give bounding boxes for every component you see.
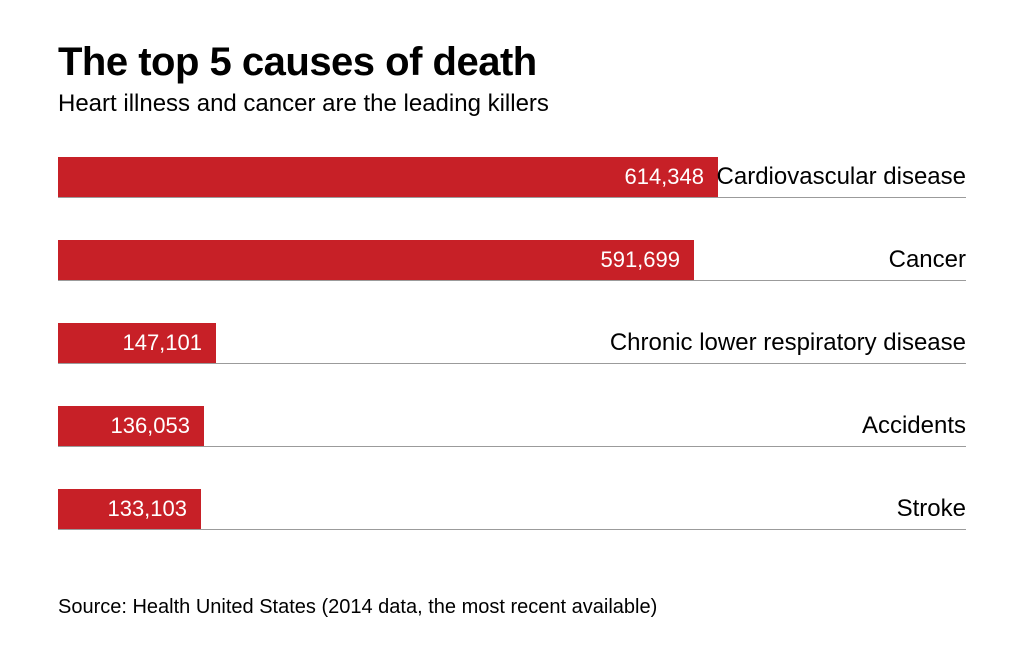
bar-label: Cardiovascular disease [717, 157, 966, 197]
bar: 133,103 [58, 489, 201, 529]
bar-value: 614,348 [624, 164, 704, 190]
chart-subtitle: Heart illness and cancer are the leading… [58, 90, 966, 119]
bar: 147,101 [58, 323, 216, 363]
bar-row: 133,103 Stroke [58, 489, 966, 530]
bar: 614,348 [58, 157, 718, 197]
bar-value: 133,103 [107, 496, 187, 522]
bar-label: Accidents [862, 406, 966, 446]
bar-row: 136,053 Accidents [58, 406, 966, 447]
bar-value: 147,101 [122, 330, 202, 356]
bar-value: 136,053 [110, 413, 190, 439]
bar-label: Cancer [889, 240, 966, 280]
bar: 136,053 [58, 406, 204, 446]
bar-row: 614,348 Cardiovascular disease [58, 157, 966, 198]
bar-chart: 614,348 Cardiovascular disease 591,699 Canc… [58, 157, 966, 530]
chart-source: Source: Health United States (2014 data,… [58, 596, 657, 619]
chart-title: The top 5 causes of death [58, 40, 966, 84]
bar-row: 591,699 Cancer [58, 240, 966, 281]
chart-container: The top 5 causes of death Heart illness … [0, 0, 1024, 667]
bar-label: Chronic lower respiratory disease [610, 323, 966, 363]
bar-value: 591,699 [600, 247, 680, 273]
bar: 591,699 [58, 240, 694, 280]
bar-label: Stroke [897, 489, 966, 529]
bar-row: 147,101 Chronic lower respiratory disease [58, 323, 966, 364]
